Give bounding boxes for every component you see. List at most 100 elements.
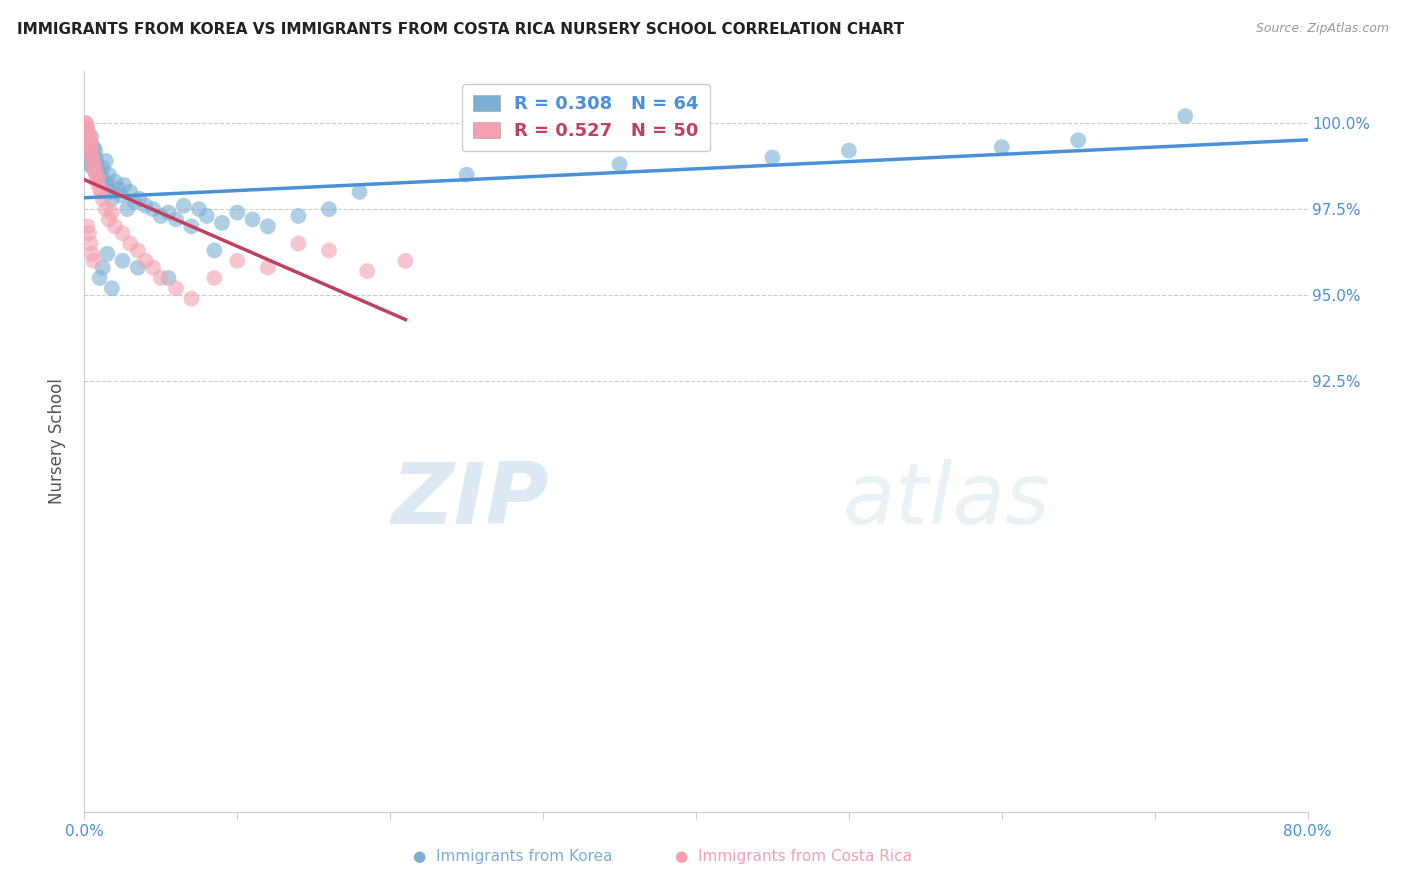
Point xyxy=(89,164,111,178)
Point xyxy=(83,153,105,168)
Point xyxy=(173,199,195,213)
Point xyxy=(77,226,100,240)
Point xyxy=(83,253,105,268)
Point xyxy=(115,202,138,216)
Text: Source: ZipAtlas.com: Source: ZipAtlas.com xyxy=(1256,22,1389,36)
Point xyxy=(120,236,142,251)
Point xyxy=(93,175,115,189)
Point xyxy=(79,157,101,171)
Point xyxy=(96,178,118,192)
Point xyxy=(165,281,187,295)
Point xyxy=(157,205,180,219)
Point xyxy=(202,244,225,258)
Point xyxy=(76,140,98,154)
Point xyxy=(83,157,105,171)
Point xyxy=(104,219,127,234)
Point xyxy=(97,168,120,182)
Point xyxy=(211,216,233,230)
Text: atlas: atlas xyxy=(842,459,1050,542)
Point xyxy=(80,147,103,161)
Point xyxy=(75,123,97,137)
Point xyxy=(142,260,165,275)
Point xyxy=(349,185,371,199)
Point xyxy=(112,178,135,192)
Point xyxy=(77,126,100,140)
Point xyxy=(84,144,107,158)
Point xyxy=(82,153,104,168)
Point xyxy=(257,260,280,275)
Point xyxy=(84,151,107,165)
Point xyxy=(79,236,101,251)
Point xyxy=(87,168,110,182)
Point xyxy=(97,212,120,227)
Point xyxy=(84,168,107,182)
Point xyxy=(77,144,100,158)
Point xyxy=(89,181,111,195)
Point xyxy=(287,236,309,251)
Point xyxy=(157,271,180,285)
Point xyxy=(75,116,97,130)
Point xyxy=(180,219,202,234)
Point xyxy=(79,140,101,154)
Text: IMMIGRANTS FROM KOREA VS IMMIGRANTS FROM COSTA RICA NURSERY SCHOOL CORRELATION C: IMMIGRANTS FROM KOREA VS IMMIGRANTS FROM… xyxy=(17,22,904,37)
Point xyxy=(76,120,98,134)
Point xyxy=(165,212,187,227)
Point xyxy=(257,219,280,234)
Point xyxy=(991,140,1014,154)
Point xyxy=(226,205,249,219)
Point xyxy=(111,226,134,240)
Y-axis label: Nursery School: Nursery School xyxy=(48,378,66,505)
Point xyxy=(96,247,118,261)
Point xyxy=(142,202,165,216)
Point xyxy=(124,195,146,210)
Point xyxy=(101,281,124,295)
Point xyxy=(83,140,105,154)
Point xyxy=(1067,133,1090,147)
Point xyxy=(356,264,378,278)
Point xyxy=(318,202,340,216)
Point xyxy=(180,292,202,306)
Point xyxy=(77,136,100,151)
Point xyxy=(83,161,105,175)
Point xyxy=(94,202,117,216)
Point xyxy=(86,157,108,171)
Point xyxy=(87,171,110,186)
Point xyxy=(80,129,103,144)
Point xyxy=(76,129,98,144)
Point xyxy=(287,209,309,223)
Point xyxy=(107,181,129,195)
Point xyxy=(111,253,134,268)
Point xyxy=(1174,109,1197,123)
Point xyxy=(76,126,98,140)
Point xyxy=(91,161,114,175)
Legend: R = 0.308   N = 64, R = 0.527   N = 50: R = 0.308 N = 64, R = 0.527 N = 50 xyxy=(463,84,710,152)
Point xyxy=(77,136,100,151)
Point xyxy=(84,164,107,178)
Point xyxy=(80,151,103,165)
Point xyxy=(80,247,103,261)
Point xyxy=(456,168,478,182)
Point xyxy=(79,147,101,161)
Point xyxy=(149,209,172,223)
Point xyxy=(90,171,112,186)
Point xyxy=(76,123,98,137)
Point xyxy=(149,271,172,285)
Text: ●  Immigrants from Costa Rica: ● Immigrants from Costa Rica xyxy=(675,848,912,863)
Point xyxy=(94,153,117,168)
Point xyxy=(394,253,416,268)
Point xyxy=(101,205,124,219)
Point xyxy=(104,175,127,189)
Point xyxy=(128,192,150,206)
Point xyxy=(838,144,860,158)
Point xyxy=(195,209,218,223)
Point xyxy=(609,157,631,171)
Point xyxy=(77,133,100,147)
Point xyxy=(318,244,340,258)
Point xyxy=(761,151,783,165)
Point xyxy=(91,192,114,206)
Point xyxy=(91,260,114,275)
Point xyxy=(242,212,264,227)
Point xyxy=(75,116,97,130)
Point xyxy=(202,271,225,285)
Point xyxy=(80,151,103,165)
